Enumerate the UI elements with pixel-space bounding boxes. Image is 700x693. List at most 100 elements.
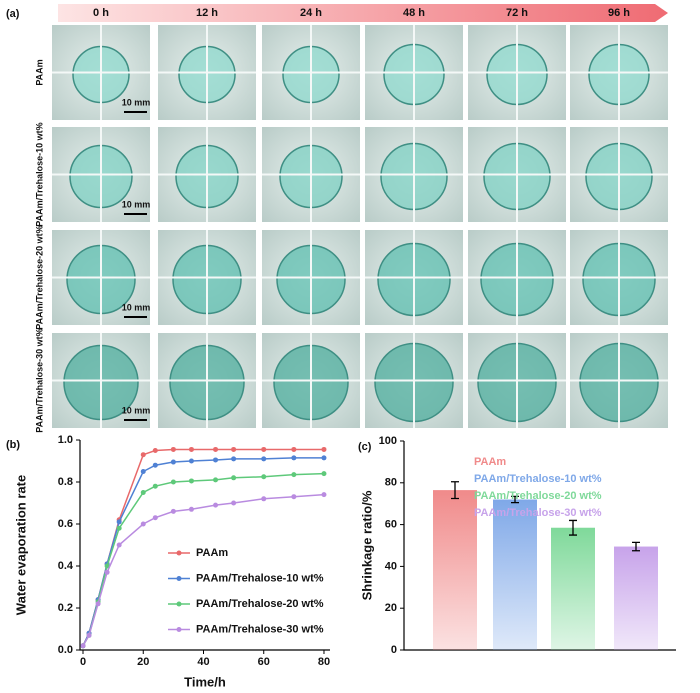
y-tick-label: 0.2: [58, 602, 73, 614]
data-point: [261, 496, 267, 502]
series-line: [82, 472, 325, 647]
legend-marker: [176, 576, 182, 581]
time-label: 0 h: [93, 7, 109, 19]
y-tick-label: 0.4: [58, 560, 74, 572]
y-tick-label: 100: [379, 435, 397, 447]
data-point: [188, 458, 194, 464]
data-point: [213, 457, 219, 463]
data-point: [116, 542, 122, 548]
error-bar: [511, 495, 519, 504]
data-point: [116, 519, 122, 525]
data-point: [231, 500, 237, 506]
x-tick-label: 60: [258, 656, 270, 668]
panel-label: (c): [358, 441, 372, 453]
bar: [433, 490, 477, 650]
data-point: [291, 455, 297, 461]
data-point: [152, 483, 158, 489]
time-label: 24 h: [300, 7, 322, 19]
data-point: [321, 492, 327, 498]
data-point: [188, 446, 194, 452]
row-label: PAAm/Trehalose-10 wt%: [34, 122, 44, 226]
bar: [551, 527, 595, 650]
panel-label: (a): [6, 8, 20, 20]
time-label: 48 h: [403, 7, 425, 19]
data-point: [152, 462, 158, 468]
y-tick-label: 0.6: [58, 518, 73, 530]
data-point: [188, 506, 194, 512]
x-tick-label: 80: [318, 656, 330, 668]
time-arrow: [58, 4, 668, 22]
panel-label: (b): [6, 439, 20, 451]
y-tick-label: 40: [385, 560, 397, 572]
data-point: [213, 477, 219, 483]
data-point: [261, 474, 267, 480]
data-point: [321, 471, 327, 477]
error-bar: [451, 481, 459, 500]
data-point: [80, 643, 86, 649]
data-point: [170, 508, 176, 514]
data-point: [152, 448, 158, 453]
data-point: [95, 601, 101, 607]
data-point: [140, 452, 146, 458]
data-point: [140, 490, 146, 495]
series-line: [82, 493, 325, 647]
data-point: [104, 563, 110, 569]
data-point: [261, 456, 267, 462]
data-point: [213, 446, 219, 452]
y-axis-title: Water evaporation rate: [13, 475, 28, 615]
legend-label: PAAm/Trehalose-10 wt%: [474, 473, 602, 485]
x-axis-title: Time/h: [184, 674, 226, 689]
y-tick-label: 60: [385, 519, 397, 531]
data-point: [140, 521, 146, 527]
data-point: [231, 475, 237, 481]
x-tick-label: 40: [197, 656, 209, 668]
legend-label: PAAm/Trehalose-30 wt%: [474, 507, 602, 519]
data-point: [170, 479, 176, 485]
data-point: [321, 446, 327, 452]
data-point: [291, 472, 297, 478]
legend-label: PAAm/Trehalose-10 wt%: [196, 572, 324, 584]
y-tick-label: 80: [385, 477, 397, 489]
legend-label: PAAm: [196, 547, 228, 559]
legend-marker: [176, 627, 182, 632]
y-tick-label: 0.0: [58, 644, 73, 656]
y-tick-label: 0.8: [58, 476, 73, 488]
data-point: [152, 515, 158, 521]
scale-label: 10 mm: [122, 302, 151, 312]
data-point: [213, 502, 219, 508]
scale-label: 10 mm: [122, 199, 151, 209]
scale-label: 10 mm: [122, 97, 151, 107]
bar: [493, 499, 537, 650]
data-point: [321, 455, 327, 461]
data-point: [116, 525, 122, 531]
error-bar: [632, 541, 640, 552]
legend-marker: [176, 550, 182, 556]
y-axis-title: Shrinkage ratio/%: [359, 490, 374, 600]
legend-marker: [176, 601, 182, 607]
x-tick-label: 0: [80, 656, 86, 668]
data-point: [231, 446, 237, 452]
bar: [614, 546, 658, 650]
data-point: [140, 469, 146, 474]
data-point: [231, 456, 237, 462]
data-point: [86, 632, 92, 638]
time-label: 96 h: [608, 7, 630, 19]
data-point: [291, 494, 297, 500]
scale-label: 10 mm: [122, 405, 151, 415]
error-bar: [569, 519, 577, 536]
data-point: [104, 569, 110, 575]
y-tick-label: 0: [391, 644, 397, 656]
data-point: [291, 446, 297, 452]
legend-label: PAAm: [474, 456, 506, 468]
data-point: [170, 446, 176, 452]
legend-label: PAAm/Trehalose-20 wt%: [196, 598, 324, 610]
data-point: [188, 478, 194, 484]
y-tick-label: 20: [385, 602, 397, 614]
time-label: 12 h: [196, 7, 218, 19]
data-point: [170, 459, 176, 465]
time-label: 72 h: [506, 7, 528, 19]
legend-label: PAAm/Trehalose-30 wt%: [196, 623, 324, 635]
legend-label: PAAm/Trehalose-20 wt%: [474, 490, 602, 502]
